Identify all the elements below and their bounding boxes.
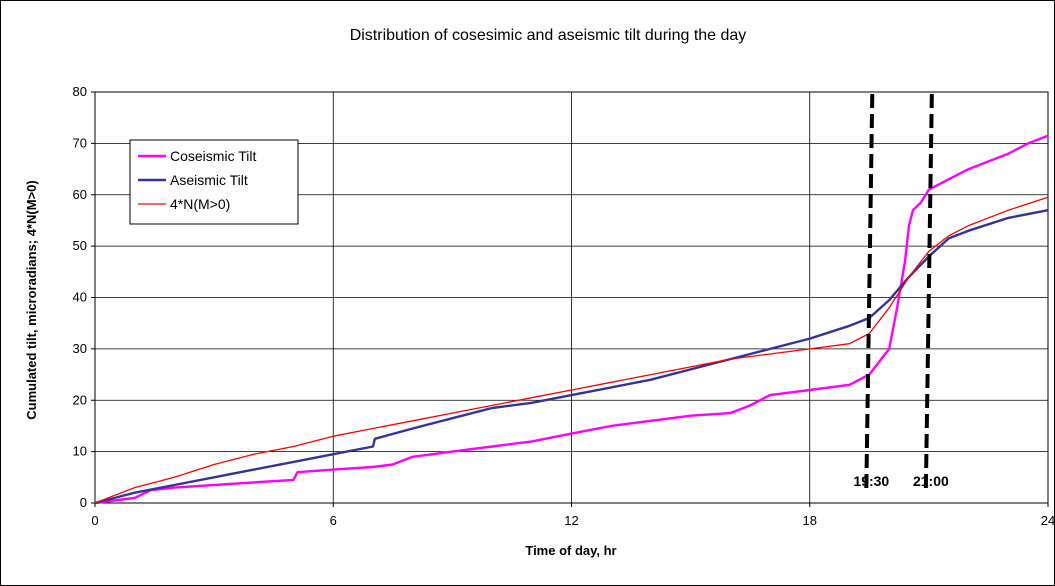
annotation-label: 21:00 [913,473,949,489]
x-tick-label: 24 [1041,513,1055,528]
y-tick-label: 80 [73,84,87,99]
chart-title: Distribution of cosesimic and aseismic t… [350,27,747,44]
y-tick-label: 70 [73,135,87,150]
x-tick-label: 6 [330,513,337,528]
y-tick-label: 60 [73,187,87,202]
y-tick-label: 50 [73,238,87,253]
y-tick-label: 10 [73,444,87,459]
y-tick-label: 0 [80,495,87,510]
annotation-line [923,91,934,489]
y-axis-label: Cumulated tilt, microradians; 4*N(M>0) [24,180,39,419]
legend: Coseismic Tilt Aseismic Tilt 4*N(M>0) [129,139,299,225]
x-tick-label: 18 [803,513,817,528]
series-line-0 [94,134,1049,505]
x-axis-label: Time of day, hr [525,543,616,558]
y-tick-label: 20 [73,392,87,407]
x-tick-label: 12 [564,513,578,528]
legend-entry: Aseismic Tilt [170,172,248,188]
legend-box [129,139,299,225]
x-tick-label: 0 [91,513,98,528]
annotation-label: 19:30 [853,473,889,489]
series-line-1 [94,209,1049,505]
y-tick-label: 30 [73,341,87,356]
y-tick-label: 40 [73,290,87,305]
series-line-2 [94,196,1049,504]
legend-entry: Coseismic Tilt [170,148,256,164]
legend-entry: 4*N(M>0) [170,196,230,212]
annotation-line [864,91,875,489]
